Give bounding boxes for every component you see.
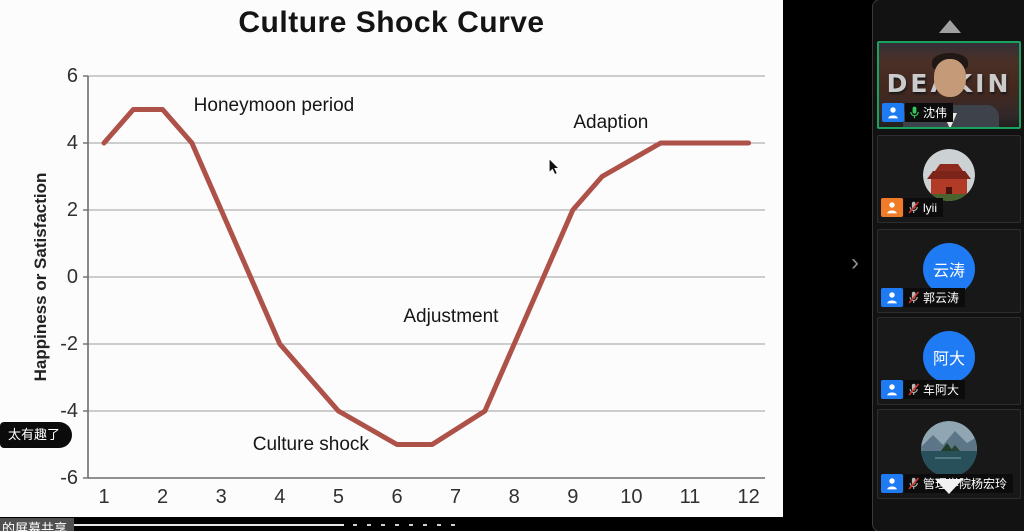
participant-role-icon: [881, 474, 903, 493]
participant-name: 车阿大: [923, 383, 960, 397]
participant-avatar-initials: 云涛: [923, 243, 975, 295]
toolbar-edge-dot: [381, 524, 385, 526]
x-tick-label: 5: [332, 486, 344, 508]
participant-tile-shenwei[interactable]: DEAKIN 沈伟: [877, 41, 1021, 129]
participant-namebar: 沈伟: [882, 103, 954, 122]
screen-share-status-text: 的屏幕共享: [2, 521, 68, 531]
x-tick-label: 4: [274, 486, 286, 508]
bottom-toolbar-strip: 的屏幕共享: [0, 517, 1024, 531]
toolbar-edge-dot: [437, 524, 441, 526]
mic-muted-icon: [908, 291, 920, 304]
avatar-initials-text: 云涛: [932, 263, 965, 280]
mic-muted-icon: [908, 383, 920, 396]
participant-namebar: 郭云涛: [881, 288, 966, 307]
participant-name: lyii: [923, 200, 937, 215]
participant-role-icon: [882, 103, 904, 122]
y-tick-label: 0: [66, 266, 78, 288]
mic-muted-icon: [908, 201, 920, 214]
x-tick-label: 9: [567, 486, 579, 508]
participant-name: 郭云涛: [923, 291, 960, 305]
scroll-down-icon[interactable]: [935, 479, 963, 494]
chat-message-bubble: 太有趣了: [0, 422, 73, 448]
y-tick-label: 2: [66, 199, 78, 221]
scroll-up-icon[interactable]: [939, 20, 961, 33]
x-tick-label: 7: [450, 486, 462, 508]
annotation-honeymoon: Honeymoon period: [193, 95, 355, 117]
chart-plot: [83, 75, 765, 479]
x-tick-label: 1: [98, 486, 110, 508]
participant-role-icon: [881, 380, 903, 399]
y-tick-label: -2: [60, 333, 78, 355]
participant-role-icon: [881, 198, 903, 217]
participant-namebar: lyii: [881, 198, 943, 217]
participant-tile-cheada[interactable]: 阿大 车阿大: [877, 317, 1021, 405]
toolbar-edge-dot: [423, 524, 427, 526]
x-tick-label: 6: [391, 486, 403, 508]
annotation-culture-shock: Culture shock: [252, 433, 369, 455]
x-tick-label: 2: [157, 486, 169, 508]
y-tick-label: 4: [66, 132, 78, 154]
participants-sidebar: DEAKIN 沈伟: [872, 0, 1024, 531]
toolbar-edge-line: [74, 524, 344, 526]
annotation-adjustment: Adjustment: [403, 306, 499, 328]
mic-muted-icon: [908, 477, 920, 490]
x-tick-label: 12: [737, 486, 760, 508]
culture-shock-curve-line: [101, 107, 752, 447]
x-tick-label: 10: [620, 486, 643, 508]
avatar-initials-text: 阿大: [932, 351, 965, 368]
person-face: [934, 59, 966, 97]
annotation-adaption: Adaption: [573, 111, 649, 133]
toolbar-edge-dot: [353, 524, 357, 526]
y-tick-label: 6: [66, 65, 78, 87]
participant-tile-guoyuntao[interactable]: 云涛 郭云涛: [877, 229, 1021, 313]
mouse-cursor-icon: [548, 158, 560, 175]
toolbar-edge-dot: [451, 524, 455, 526]
participant-avatar-photo: [921, 421, 977, 477]
toolbar-edge-dot: [409, 524, 413, 526]
x-tick-label: 11: [679, 486, 701, 508]
toolbar-edge-dot: [367, 524, 371, 526]
shared-screen-slide: Culture Shock Curve Happiness or Satisfa…: [0, 0, 783, 517]
expand-panel-chevron-icon[interactable]: ›: [851, 249, 859, 276]
participant-tile-lyii[interactable]: lyii: [877, 135, 1021, 223]
participant-namebar: 车阿大: [881, 380, 966, 399]
chart-title: Culture Shock Curve: [238, 6, 545, 39]
x-tick-label: 3: [215, 486, 227, 508]
x-tick-label: 8: [508, 486, 520, 508]
participant-name: 沈伟: [923, 106, 948, 120]
toolbar-edge-dot: [395, 524, 399, 526]
participant-avatar-photo: [923, 149, 975, 201]
screen-share-status: 的屏幕共享: [0, 518, 74, 531]
participant-avatar-initials: 阿大: [923, 331, 975, 383]
mic-on-icon: [910, 106, 919, 119]
y-tick-label: -6: [60, 467, 78, 489]
y-tick-label: -4: [60, 400, 78, 422]
participant-role-icon: [881, 288, 903, 307]
